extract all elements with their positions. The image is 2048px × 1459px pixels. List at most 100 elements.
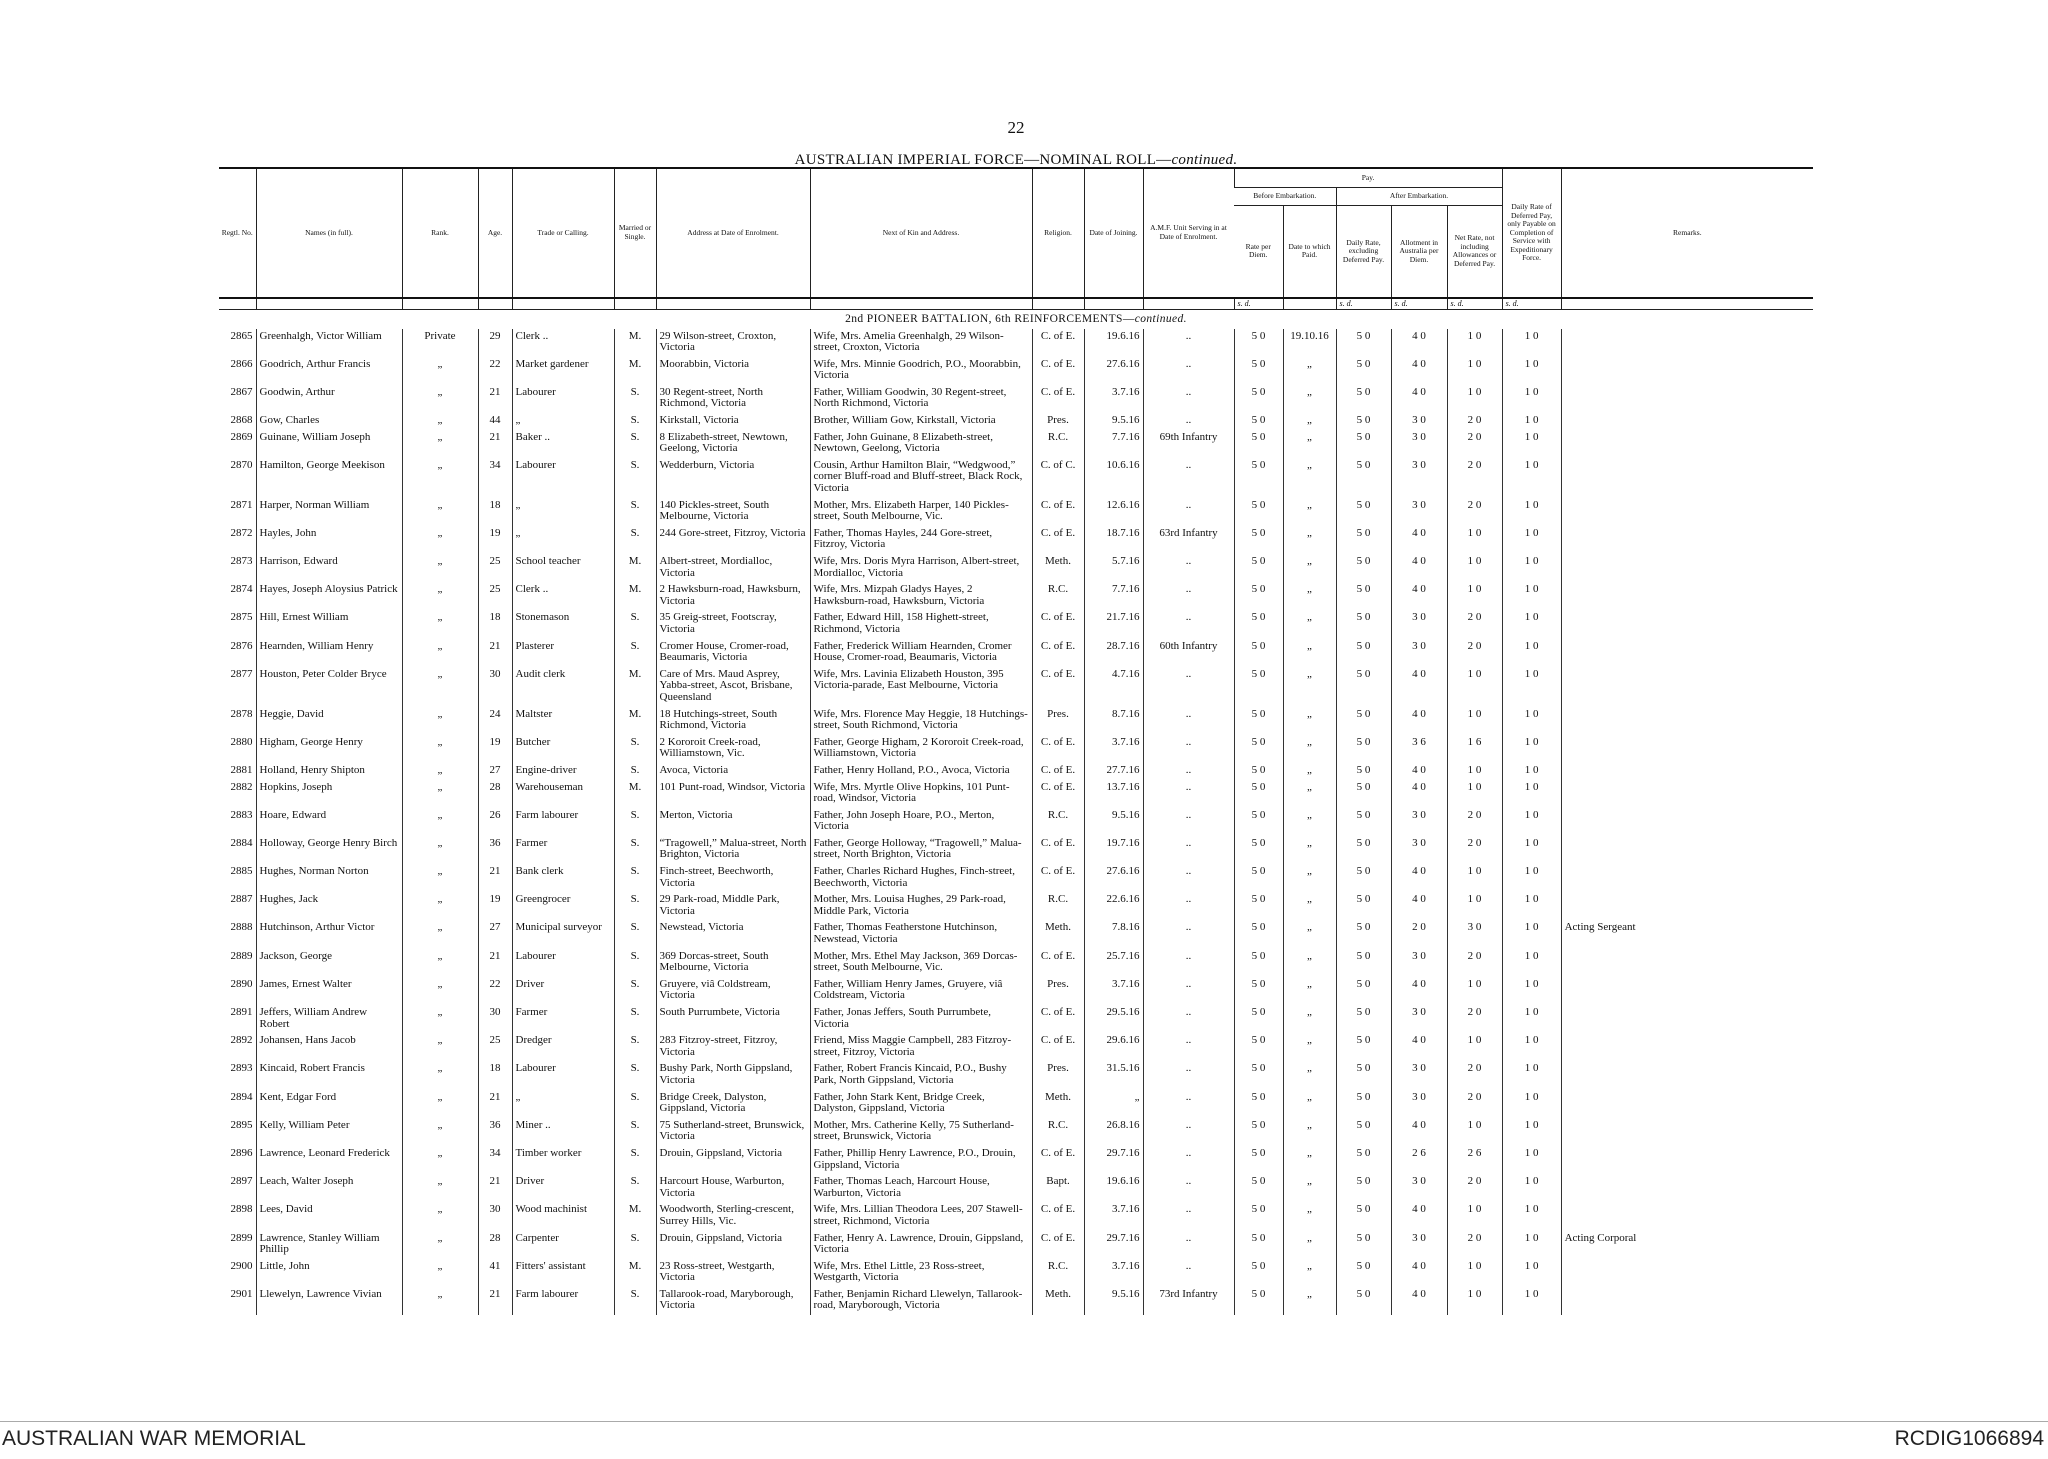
address: Moorabbin, Victoria [655, 356, 810, 385]
date-paid: „ [1282, 525, 1336, 554]
address: 35 Greig-street, Footscray, Victoria [655, 610, 810, 639]
unit-label: s. d. [1390, 296, 1447, 309]
marital-status: S. [613, 1117, 656, 1146]
allotment: 3 0 [1390, 429, 1447, 458]
roll-row: 2880 Higham, George Henry „ 19 Butcher S. 2 Ko… [219, 734, 1814, 763]
date-of-joining: 3.7.16 [1083, 1258, 1143, 1287]
rate-per-diem: 5 0 [1233, 1258, 1283, 1287]
religion: C. of E. [1031, 328, 1084, 357]
rate-per-diem: 5 0 [1233, 429, 1283, 458]
name: James, Ernest Walter [255, 976, 402, 1005]
date-of-joining: 19.7.16 [1083, 835, 1143, 865]
trade: Clerk .. [511, 582, 614, 611]
date-paid: „ [1282, 1258, 1336, 1287]
amf-unit: 60th Infantry [1142, 638, 1234, 667]
date-paid: „ [1282, 706, 1336, 735]
regtl-no: 2893 [230, 1062, 253, 1075]
roll-row: 2870 Hamilton, George Meekison „ 34 Labourer… [219, 457, 1814, 498]
regtl-no: 2890 [230, 977, 253, 990]
roll-row: 2891 Jeffers, William Andrew Robert „ 30 Far… [219, 1005, 1814, 1034]
empty-cell [1560, 1117, 1814, 1146]
marital-status: S. [613, 1061, 656, 1090]
allotment: 4 0 [1390, 706, 1447, 735]
regtl-no: 2873 [230, 555, 253, 567]
net-rate: 1 0 [1446, 1117, 1503, 1146]
date-paid: „ [1282, 356, 1336, 385]
empty-cell [1560, 1005, 1814, 1034]
allotment: 3 6 [1390, 734, 1447, 763]
name: Goodrich, Arthur Francis [255, 356, 402, 385]
net-rate: 1 0 [1446, 1286, 1503, 1316]
trade: School teacher [511, 554, 614, 583]
name: Lawrence, Stanley William Phillip [255, 1230, 402, 1259]
trade: Maltster [511, 706, 614, 735]
deferred-pay: 1 0 [1501, 1145, 1562, 1175]
date-paid: „ [1282, 666, 1336, 707]
marital-status: S. [613, 384, 656, 414]
next-of-kin: Father, Phillip Henry Lawrence, P.O., Dr… [809, 1145, 1032, 1175]
deferred-pay: 1 0 [1501, 1174, 1562, 1203]
empty-cell [1560, 864, 1814, 893]
regtl-no: 2881 [230, 763, 253, 776]
address: South Purrumbete, Victoria [655, 1005, 810, 1034]
date-paid: „ [1282, 384, 1336, 414]
address: 101 Punt-road, Windsor, Victoria [655, 779, 810, 808]
pay-header: Pay. [1233, 168, 1503, 188]
empty-cell [1560, 734, 1814, 763]
next-of-kin: Wife, Mrs. Ethel Little, 23 Ross-street,… [809, 1258, 1032, 1287]
rate-per-diem: 5 0 [1233, 1005, 1283, 1034]
deferred-pay: 1 0 [1501, 1117, 1562, 1146]
age: 21 [477, 384, 512, 414]
next-of-kin: Wife, Mrs. Lillian Theodora Lees, 207 St… [809, 1202, 1032, 1231]
age: 36 [477, 1117, 512, 1146]
allotment: 3 0 [1390, 610, 1447, 639]
empty-cell [1560, 835, 1814, 865]
next-of-kin: Mother, Mrs. Ethel May Jackson, 369 Dorc… [809, 948, 1032, 977]
age: 18 [477, 610, 512, 639]
amf-unit: 69th Infantry [1142, 429, 1234, 458]
empty-cell [1560, 976, 1814, 1005]
date-of-joining: 22.6.16 [1083, 892, 1143, 921]
date-paid: „ [1282, 610, 1336, 639]
date-paid: „ [1282, 892, 1336, 921]
rate-per-diem: 5 0 [1233, 328, 1283, 357]
next-of-kin: Wife, Mrs. Doris Myra Harrison, Albert-s… [809, 554, 1032, 583]
marital-status: M. [613, 779, 656, 808]
marital-status: S. [613, 920, 656, 949]
next-of-kin: Friend, Miss Maggie Campbell, 283 Fitzro… [809, 1033, 1032, 1062]
roll-row: 2895 Kelly, William Peter „ 36 Miner .. S. 75 … [219, 1117, 1814, 1146]
regtl-no: 2896 [230, 1146, 253, 1159]
title-main: AUSTRALIAN IMPERIAL FORCE—NOMINAL ROLL— [794, 152, 1172, 168]
name: Kelly, William Peter [255, 1117, 402, 1146]
rate-per-diem: 5 0 [1233, 384, 1283, 414]
allotment: 3 0 [1390, 948, 1447, 977]
rank: „ [401, 1005, 478, 1034]
empty-cell [1560, 582, 1814, 611]
regtl-no: 2871 [230, 498, 253, 511]
rate-per-diem: 5 0 [1233, 948, 1283, 977]
marital-status: S. [613, 1089, 656, 1118]
date-paid: „ [1282, 413, 1336, 430]
age: 22 [477, 356, 512, 385]
daily-rate: 5 0 [1335, 734, 1391, 763]
deferred-pay: 1 0 [1501, 734, 1562, 763]
name: Holloway, George Henry Birch [255, 835, 402, 865]
trade: Greengrocer [511, 892, 614, 921]
empty-cell [1560, 497, 1814, 526]
roll-row: 2885 Hughes, Norman Norton „ 21 Bank clerk S.… [219, 864, 1814, 893]
date-of-joining: 29.7.16 [1083, 1145, 1143, 1175]
trade: Engine-driver [511, 762, 614, 780]
rank: „ [401, 525, 478, 554]
age: 28 [477, 779, 512, 808]
address: 140 Pickles-street, South Melbourne, Vic… [655, 497, 810, 526]
rank: „ [401, 582, 478, 611]
trade: Labourer [511, 948, 614, 977]
trade: Labourer [511, 457, 614, 498]
net-rate: 1 0 [1446, 356, 1503, 385]
net-rate: 1 0 [1446, 1033, 1503, 1062]
rate-per-diem: 5 0 [1233, 706, 1283, 735]
religion: C. of E. [1031, 497, 1084, 526]
after-embarkation-header: After Embarkation. [1335, 187, 1503, 206]
column-header: Date of Joining. [1083, 168, 1143, 298]
rate-per-diem: 5 0 [1233, 864, 1283, 893]
